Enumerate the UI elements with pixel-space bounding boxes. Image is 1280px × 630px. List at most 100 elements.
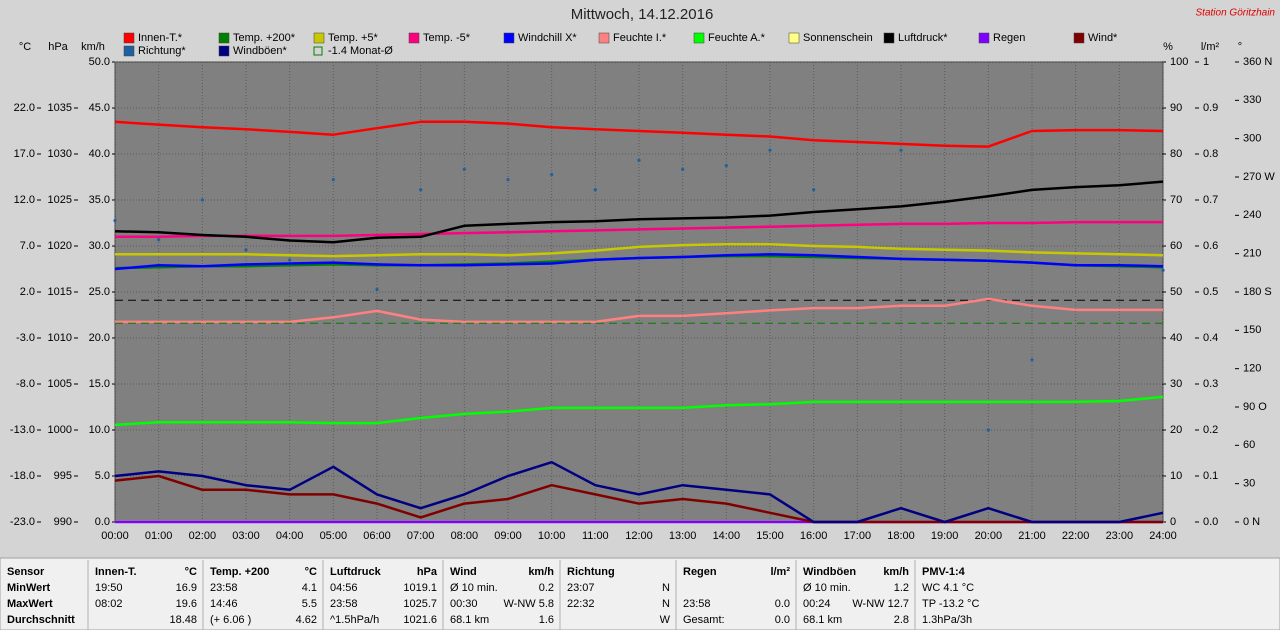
table-cell: N — [662, 582, 670, 594]
legend-swatch — [218, 32, 230, 44]
direction-dot — [462, 167, 466, 171]
direction-dot — [288, 258, 292, 262]
y-tick-label: 0.9 — [1203, 102, 1218, 114]
table-cell: °C — [185, 566, 197, 578]
y-tick-label: 150 — [1243, 324, 1261, 336]
x-tick-label: 21:00 — [1018, 530, 1046, 542]
y-tick-label: 240 — [1243, 209, 1261, 221]
series-line — [114, 120, 1164, 148]
direction-dot — [506, 177, 510, 182]
table-cell: 0.0 — [775, 614, 790, 626]
table-cell: WC 4.1 °C — [922, 582, 974, 594]
legend-swatch — [978, 32, 990, 44]
legend-label: Windböen* — [233, 45, 288, 57]
y-tick-label: 30 — [1243, 478, 1255, 490]
table-cell: Wind — [450, 566, 477, 578]
y-tick-label: 20.0 — [89, 332, 110, 344]
y-tick-label: 1010 — [48, 332, 72, 344]
table-cell: 18.48 — [169, 614, 197, 626]
legend-swatch — [883, 32, 895, 44]
y-tick-label: 995 — [54, 470, 72, 482]
direction-dot — [244, 248, 248, 252]
y-tick-label: 0.0 — [1203, 516, 1218, 528]
table-cell: 1.2 — [894, 582, 909, 594]
y-tick-label: -23.0 — [10, 516, 35, 528]
table-cell: Richtung — [567, 566, 615, 578]
y-tick-label: -18.0 — [10, 470, 35, 482]
axis-unit-label: hPa — [48, 41, 68, 53]
y-tick-label: 45.0 — [89, 102, 110, 114]
table-cell: Gesamt: — [683, 614, 725, 626]
table-cell: 1025.7 — [403, 598, 437, 610]
legend-swatch — [693, 32, 705, 44]
axis-unit-label: ° — [1238, 41, 1242, 53]
y-tick-label: 90 O — [1243, 401, 1267, 413]
legend-label: Regen — [993, 32, 1025, 44]
y-tick-label: 10 — [1170, 470, 1182, 482]
y-tick-label: 17.0 — [14, 148, 35, 160]
table-cell: Luftdruck — [330, 566, 382, 578]
x-tick-label: 04:00 — [276, 530, 304, 542]
table-cell: 23:58 — [210, 582, 238, 594]
table-cell: 1021.6 — [403, 614, 437, 626]
table-cell: 16.9 — [176, 582, 197, 594]
y-tick-label: 20 — [1170, 424, 1182, 436]
x-tick-label: 18:00 — [887, 530, 915, 542]
series-line — [115, 220, 1163, 239]
x-tick-label: 15:00 — [756, 530, 784, 542]
y-tick-label: 0.0 — [95, 516, 110, 528]
x-tick-label: 16:00 — [800, 530, 828, 542]
table-cell: TP -13.2 °C — [922, 598, 979, 610]
y-tick-label: 300 — [1243, 133, 1261, 145]
y-tick-label: 1015 — [48, 286, 72, 298]
x-tick-label: 02:00 — [189, 530, 217, 542]
direction-dot — [899, 148, 903, 152]
y-tick-label: 40.0 — [89, 148, 110, 160]
direction-dot — [637, 158, 641, 162]
y-tick-label: 30 — [1170, 378, 1182, 390]
legend-swatch — [788, 32, 800, 44]
y-tick-label: 100 — [1170, 56, 1188, 68]
table-cell: Temp. +200 — [210, 566, 269, 578]
table-cell: 19.6 — [176, 598, 197, 610]
table-cell: Sensor — [7, 566, 45, 578]
legend-swatch — [123, 45, 135, 57]
table-cell: 4.1 — [302, 582, 317, 594]
table-cell: Ø 10 min. — [803, 582, 851, 594]
table-cell: N — [662, 598, 670, 610]
x-tick-label: 10:00 — [538, 530, 566, 542]
series-line — [114, 460, 1164, 524]
y-tick-label: 990 — [54, 516, 72, 528]
x-tick-label: 01:00 — [145, 530, 173, 542]
direction-dot — [681, 167, 685, 171]
legend-label: Luftdruck* — [898, 32, 948, 44]
y-tick-label: 0.1 — [1203, 470, 1218, 482]
y-tick-label: 0.3 — [1203, 378, 1218, 390]
x-tick-label: 12:00 — [625, 530, 653, 542]
y-tick-label: -3.0 — [16, 332, 35, 344]
y-tick-label: 50.0 — [89, 56, 110, 68]
legend-label: Temp. +200* — [233, 32, 296, 44]
y-tick-label: 0.8 — [1203, 148, 1218, 160]
y-tick-label: 70 — [1170, 194, 1182, 206]
x-tick-label: 00:00 — [101, 530, 129, 542]
y-tick-label: 1005 — [48, 378, 72, 390]
table-cell: Innen-T. — [95, 566, 137, 578]
y-tick-label: 60 — [1170, 240, 1182, 252]
legend-swatch — [598, 32, 610, 44]
table-cell: 2.8 — [894, 614, 909, 626]
y-tick-label: 1020 — [48, 240, 72, 252]
legend-label: Sonnenschein — [803, 32, 873, 44]
table-cell: 4.62 — [296, 614, 317, 626]
direction-dot — [724, 163, 728, 168]
x-tick-label: 07:00 — [407, 530, 435, 542]
direction-dot — [1161, 268, 1165, 272]
table-cell: W — [660, 614, 671, 626]
y-tick-label: 50 — [1170, 286, 1182, 298]
direction-dot — [113, 218, 117, 223]
y-tick-label: 1000 — [48, 424, 72, 436]
table-cell: W-NW 12.7 — [852, 598, 909, 610]
table-cell: km/h — [528, 566, 554, 578]
direction-dot — [550, 172, 554, 177]
